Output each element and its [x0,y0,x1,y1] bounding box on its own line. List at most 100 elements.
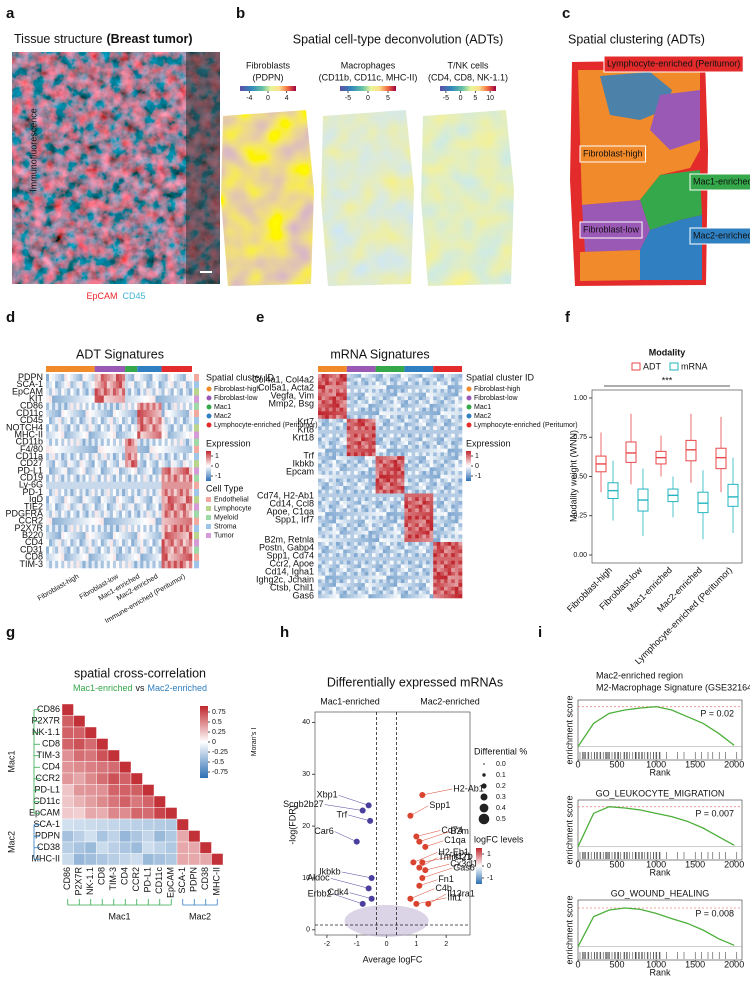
heatmap-cell [354,396,358,400]
heatmap-cell [52,424,55,431]
heatmap-cell [383,419,387,423]
heatmap-cell [336,490,340,494]
heatmap-cell [318,576,322,580]
heatmap-cell [383,508,387,512]
heatmap-cell [390,542,394,546]
heatmap-cell [168,525,171,532]
heatmap-cell [433,456,437,460]
heatmap-cell [404,456,408,460]
heatmap-cell [180,439,183,446]
heatmap-cell [89,539,92,546]
heatmap-cell [325,579,329,583]
heatmap-cell [58,431,61,438]
heatmap-cell [52,503,55,510]
heatmap-cell [361,546,365,550]
heatmap-cell [332,531,336,535]
x-tick-label: 0 [575,759,580,769]
heatmap-cell [358,542,362,546]
heatmap-cell [444,591,448,595]
heatmap-cell [340,449,344,453]
size-key [481,783,486,788]
heatmap-cell [412,512,416,516]
heatmap-cell [404,482,408,486]
heatmap-cell [49,446,52,453]
heatmap-cell [113,460,116,467]
heatmap-cell [146,381,149,388]
heatmap-cell [455,553,459,557]
heatmap-cell [354,527,358,531]
x-tick-label: 2000 [724,859,744,869]
image-label: Immunofluorescence [28,108,38,192]
heatmap-cell [171,525,174,532]
heatmap-cell [52,381,55,388]
heatmap-cell [390,538,394,542]
heatmap-cell [358,508,362,512]
heatmap-cell [325,378,329,382]
heatmap-cell [376,486,380,490]
heatmap-cell [419,561,423,565]
heatmap-cell [397,546,401,550]
heatmap-cell [426,564,430,568]
heatmap-cell [322,415,326,419]
heatmap-cell [350,419,354,423]
heatmap-cell [322,400,326,404]
heatmap-cell [62,819,74,831]
heatmap-cell [408,464,412,468]
heatmap-cell [404,583,408,587]
heatmap-cell [422,553,426,557]
heatmap-cell [325,415,329,419]
heatmap-cell [89,518,92,525]
heatmap-cell [58,424,61,431]
heatmap-cell [426,419,430,423]
heatmap-cell [128,496,131,503]
heatmap-cell [74,750,86,762]
heatmap-cell [113,374,116,381]
heatmap-cell [89,561,92,568]
legend-swatch [206,497,211,502]
heatmap-cell [116,424,119,431]
heatmap-cell [419,423,423,427]
heatmap-cell [412,482,416,486]
heatmap-cell [379,527,383,531]
heatmap-cell [458,430,462,434]
heatmap-cell [152,475,155,482]
heatmap-cell [440,423,444,427]
heatmap-cell [383,467,387,471]
heatmap-cell [448,396,452,400]
heatmap-cell [116,446,119,453]
heatmap-cell [451,449,455,453]
heatmap-cell [58,417,61,424]
heatmap-cell [119,525,122,532]
cell-type-strip [194,424,199,431]
heatmap-cell [415,568,419,572]
heatmap-cell [332,378,336,382]
heatmap-cell [440,538,444,542]
heatmap-cell [383,572,387,576]
heatmap-cell [372,411,376,415]
heatmap-cell [458,564,462,568]
heatmap-cell [55,431,58,438]
heatmap-cell [183,482,186,489]
heatmap-cell [448,501,452,505]
heatmap-cell [174,453,177,460]
heatmap-cell [122,467,125,474]
heatmap-cell [122,403,125,410]
heatmap-cell [64,396,67,403]
heatmap-cell [404,441,408,445]
heatmap-cell [116,475,119,482]
heatmap-cell [390,408,394,412]
group-bar [137,366,161,372]
heatmap-cell [368,464,372,468]
heatmap-cell [397,426,401,430]
heatmap-cell [440,445,444,449]
heatmap-cell [97,854,109,866]
heatmap-cell [165,410,168,417]
heatmap-cell [408,490,412,494]
map-markers: (CD11b, CD11c, MHC-II) [319,72,418,82]
heatmap-cell [186,403,189,410]
heatmap-cell [404,381,408,385]
heatmap-cell [415,508,419,512]
heatmap-cell [329,396,333,400]
heatmap-cell [343,400,347,404]
heatmap-cell [159,381,162,388]
